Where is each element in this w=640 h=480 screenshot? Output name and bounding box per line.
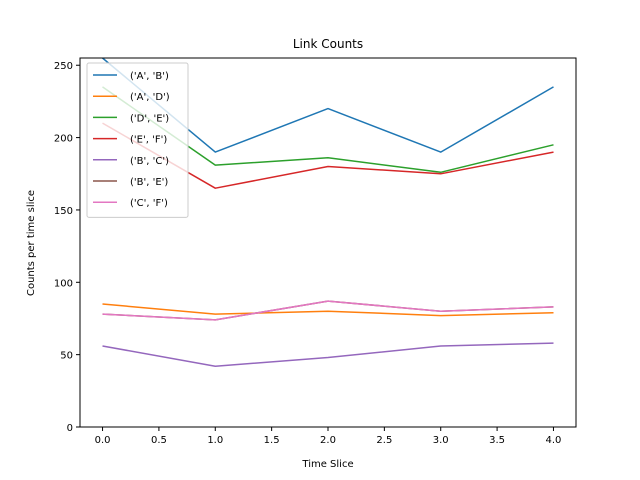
legend: ('A', 'B') ('A', 'D') ('D', 'E') ('E', 'F')…	[86, 62, 189, 218]
y-tick-label: 0	[67, 423, 73, 434]
chart-title: Link Counts	[293, 37, 363, 51]
y-tick-label: 50	[60, 351, 73, 362]
series-line-4	[102, 342, 554, 367]
legend-entry-2: ('D', 'E')	[130, 113, 169, 124]
x-tick-label: 3.5	[489, 435, 505, 446]
x-tick-label: 0.5	[151, 435, 167, 446]
legend-entry-1: ('A', 'D')	[130, 92, 170, 103]
series-line-1	[102, 303, 554, 317]
legend-entry-3: ('E', 'F')	[130, 135, 167, 146]
x-tick-label: 4.0	[546, 435, 562, 446]
legend-entry-6: ('C', 'F')	[130, 198, 168, 209]
y-tick-label: 100	[54, 278, 73, 289]
series-line-6	[102, 300, 554, 321]
x-tick-label: 3.0	[433, 435, 449, 446]
y-axis-label: Counts per time slice	[26, 190, 37, 296]
x-tick-label: 1.0	[207, 435, 223, 446]
legend-entry-4: ('B', 'C')	[130, 156, 169, 167]
y-tick-label: 250	[54, 61, 73, 72]
y-tick-label: 150	[54, 206, 73, 217]
x-tick-label: 1.5	[264, 435, 280, 446]
x-axis-label: Time Slice	[301, 459, 353, 470]
y-axis: 0 50 100 150 200 250	[54, 61, 80, 434]
legend-entry-0: ('A', 'B')	[130, 71, 169, 82]
x-tick-label: 2.5	[376, 435, 392, 446]
x-axis: 0.0 0.5 1.0 1.5 2.0 2.5 3.0 3.5 4.0	[95, 427, 562, 446]
x-tick-label: 0.0	[95, 435, 111, 446]
legend-box	[86, 62, 189, 218]
x-tick-label: 2.0	[320, 435, 336, 446]
y-tick-label: 200	[54, 134, 73, 145]
legend-entry-5: ('B', 'E')	[130, 177, 168, 188]
